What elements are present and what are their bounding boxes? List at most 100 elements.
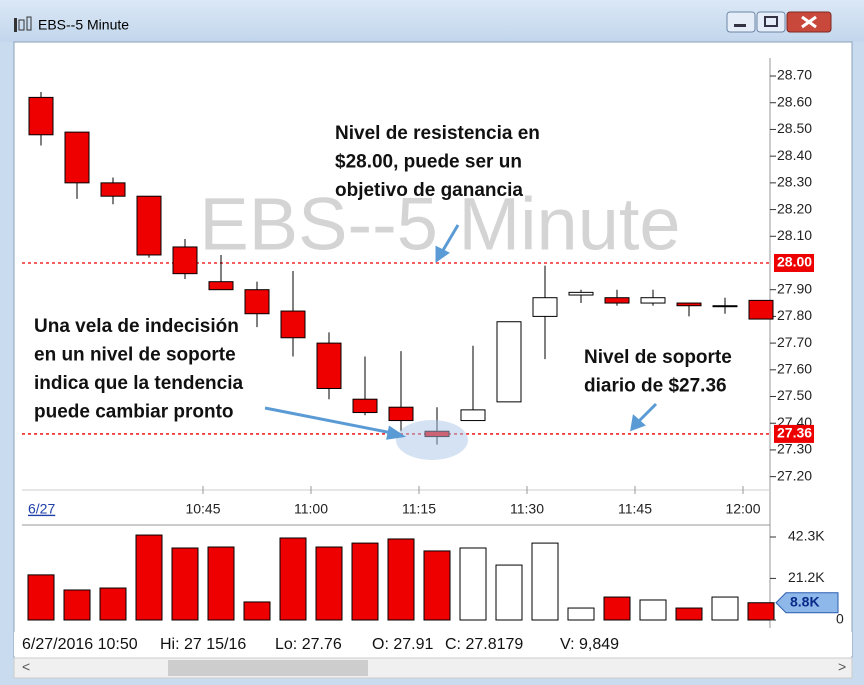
candle-body	[712, 305, 738, 308]
volume-bar	[279, 537, 307, 621]
volume-bar	[675, 607, 703, 621]
status-text: Lo: 27.76	[275, 636, 342, 653]
x-tick-label: 11:30	[510, 501, 544, 517]
candle-body	[568, 291, 594, 296]
candle-body	[676, 302, 702, 307]
level-label-bg	[774, 424, 814, 443]
level-label: 27.36	[777, 425, 812, 441]
volume-bar	[531, 542, 559, 621]
volume-tick-label: 0	[836, 611, 844, 627]
volume-label-bg	[775, 592, 839, 614]
y-tick-label: 28.10	[777, 227, 812, 243]
y-tick-label: 27.70	[777, 334, 812, 350]
volume-bar	[639, 599, 667, 621]
title-bar	[0, 0, 864, 42]
candle-body	[460, 409, 486, 422]
candle-body	[352, 398, 378, 414]
x-tick-label: 10:45	[185, 501, 220, 517]
annotation: Nivel de soporte	[584, 347, 732, 368]
annotation: en un nivel de soporte	[34, 345, 236, 366]
volume-bar	[315, 546, 343, 621]
volume-bar	[27, 574, 55, 621]
candle-body	[28, 96, 54, 136]
volume-bar	[351, 542, 379, 621]
x-tick-label: 11:45	[618, 501, 652, 517]
annotation: Una vela de indecisión	[34, 316, 239, 337]
candle-body	[532, 297, 558, 317]
x-tick-label: 12:00	[725, 501, 760, 517]
scroll-thumb[interactable]	[168, 660, 368, 676]
status-text: Hi: 27 15/16	[160, 636, 246, 653]
y-tick-label: 27.30	[777, 441, 812, 457]
annotation: puede cambiar pronto	[34, 402, 234, 423]
volume-bar	[603, 596, 631, 621]
close-button[interactable]	[786, 11, 832, 33]
app-icon	[14, 16, 32, 32]
candle-body	[316, 342, 342, 390]
annotation-arrows	[264, 224, 658, 440]
y-tick-label: 28.50	[777, 120, 812, 136]
date-label: 6/27	[28, 501, 55, 517]
annotation: $28.00, puede ser un	[335, 152, 522, 173]
volume-bar	[459, 547, 487, 621]
volume-tick-label: 42.3K	[788, 528, 825, 544]
candle-body	[280, 310, 306, 339]
candle-body	[172, 246, 198, 275]
volume-bar	[747, 602, 775, 621]
maximize-button[interactable]	[756, 11, 786, 33]
volume-bar	[243, 601, 271, 621]
y-tick-label: 28.60	[777, 93, 812, 109]
candle-body	[244, 289, 270, 315]
volume-bar	[171, 547, 199, 621]
candle-body	[496, 321, 522, 403]
volume-bar	[567, 607, 595, 621]
scroll-right[interactable]: >	[838, 659, 846, 675]
volume-label: 8.8K	[790, 593, 820, 609]
candle-body	[64, 131, 90, 184]
volume-bar	[495, 564, 523, 621]
y-tick-label: 27.60	[777, 361, 812, 377]
volume-bar	[387, 538, 415, 621]
volume-bar	[423, 550, 451, 621]
annotation: objetivo de ganancia	[335, 180, 523, 201]
candle-body	[640, 297, 666, 304]
status-text: O: 27.91	[372, 636, 433, 653]
status-text: V: 9,849	[560, 636, 619, 653]
candle-body	[748, 299, 774, 320]
candle-body	[100, 182, 126, 197]
scroll-left[interactable]: <	[22, 659, 30, 675]
annotation: indica que la tendencia	[34, 373, 243, 394]
x-tick-label: 11:15	[402, 501, 436, 517]
y-tick-label: 28.40	[777, 147, 812, 163]
candle-body	[136, 195, 162, 256]
volume-bar	[135, 534, 163, 621]
candle-body	[604, 297, 630, 304]
status-bar	[14, 632, 852, 656]
window-title: EBS--5 Minute	[38, 17, 129, 33]
y-tick-label: 27.50	[777, 387, 812, 403]
level-label-bg	[774, 253, 814, 272]
y-tick-label: 28.30	[777, 174, 812, 190]
y-tick-label: 27.20	[777, 467, 812, 483]
y-tick-label: 27.90	[777, 280, 812, 296]
status-text: C: 27.8179	[445, 636, 523, 653]
highlight-ellipse	[396, 420, 468, 460]
minimize-button[interactable]	[726, 11, 756, 33]
status-text: 6/27/2016 10:50	[22, 636, 138, 653]
y-tick-label: 28.70	[777, 67, 812, 83]
candle-body	[208, 281, 234, 291]
annotation: Nivel de resistencia en	[335, 123, 540, 144]
volume-bar	[207, 546, 235, 621]
y-tick-label: 28.20	[777, 200, 812, 216]
volume-tick-label: 21.2K	[788, 569, 825, 585]
candle-body	[388, 406, 414, 422]
y-tick-label: 27.80	[777, 307, 812, 323]
annotation: diario de $27.36	[584, 376, 727, 397]
scrollbar[interactable]	[13, 657, 853, 679]
x-tick-label: 11:00	[294, 501, 328, 517]
volume-bar	[63, 589, 91, 621]
volume-bar	[711, 596, 739, 621]
level-label: 28.00	[777, 254, 812, 270]
volume-bar	[99, 587, 127, 621]
